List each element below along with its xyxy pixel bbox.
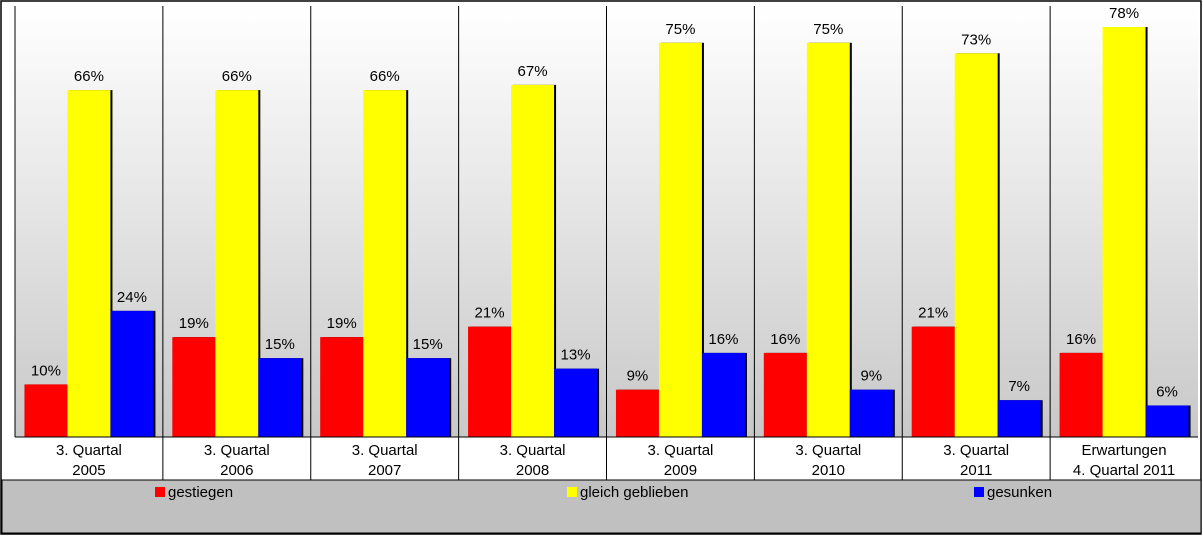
bar-gestiegen	[615, 389, 659, 437]
bar-gesunken	[849, 389, 893, 437]
category-tick-label: 3. Quartal	[648, 442, 714, 459]
bar-gestiegen	[763, 352, 807, 437]
legend-swatch	[567, 487, 577, 497]
data-label: 75%	[813, 21, 843, 38]
bar-gleich-geblieben	[954, 53, 998, 438]
data-label: 24%	[117, 289, 147, 306]
data-label: 9%	[860, 368, 882, 385]
legend-swatch	[155, 487, 165, 497]
category-tick-label: 2006	[220, 462, 253, 479]
bar-gleich-geblieben	[511, 84, 555, 437]
category-tick-label: 3. Quartal	[56, 442, 122, 459]
category-tick-label: 2005	[72, 462, 105, 479]
data-label: 15%	[265, 336, 295, 353]
bar-gestiegen	[468, 326, 512, 437]
bar-gleich-geblieben	[215, 90, 259, 437]
bar-gleich-geblieben	[363, 90, 407, 437]
legend-label: gestiegen	[168, 484, 233, 501]
category-tick-label: 2011	[960, 462, 992, 479]
data-label: 7%	[1008, 378, 1030, 395]
data-label: 66%	[222, 68, 252, 85]
data-label: 66%	[74, 68, 104, 85]
category-tick-label: 2009	[664, 462, 697, 479]
category-tick-label: 4. Quartal 2011	[1073, 462, 1175, 479]
data-label: 6%	[1156, 383, 1178, 400]
data-label: 66%	[370, 68, 400, 85]
data-label: 9%	[627, 368, 649, 385]
bar-gleich-geblieben	[67, 90, 111, 437]
bar-gleich-geblieben	[806, 42, 850, 437]
data-label: 16%	[1066, 331, 1096, 348]
data-label: 78%	[1109, 5, 1139, 22]
category-tick-label: 3. Quartal	[795, 442, 861, 459]
bar-gestiegen	[1059, 352, 1103, 437]
bar-gesunken	[258, 358, 302, 437]
bar-gesunken	[554, 368, 598, 437]
bar-gesunken	[1145, 405, 1189, 437]
data-label: 15%	[413, 336, 443, 353]
category-tick-label: Erwartungen	[1082, 442, 1167, 459]
data-label: 10%	[31, 362, 61, 379]
data-label: 73%	[961, 31, 991, 48]
data-label: 16%	[770, 331, 800, 348]
category-tick-label: 3. Quartal	[500, 442, 566, 459]
category-tick-label: 3. Quartal	[204, 442, 270, 459]
bar-gestiegen	[911, 326, 955, 437]
category-tick-label: 3. Quartal	[943, 442, 1009, 459]
bar-gesunken	[406, 358, 450, 437]
bar-gestiegen	[172, 337, 216, 437]
legend-background	[1, 479, 1202, 534]
legend-label: gleich geblieben	[580, 484, 688, 501]
category-tick-label: 2010	[812, 462, 845, 479]
legend-label: gesunken	[987, 484, 1052, 501]
legend-swatch	[974, 487, 984, 497]
bar-gestiegen	[24, 384, 68, 437]
data-label: 16%	[708, 331, 738, 348]
data-label: 67%	[518, 63, 548, 80]
bar-gesunken	[701, 352, 745, 437]
bar-gleich-geblieben	[1102, 27, 1146, 438]
data-label: 13%	[561, 347, 591, 364]
bar-gesunken	[997, 400, 1041, 437]
data-label: 21%	[918, 305, 948, 322]
data-label: 19%	[179, 315, 209, 332]
bar-gleich-geblieben	[658, 42, 702, 437]
bar-gestiegen	[320, 337, 364, 437]
bar-gesunken	[110, 310, 154, 437]
data-label: 19%	[327, 315, 357, 332]
category-tick-label: 3. Quartal	[352, 442, 418, 459]
data-label: 75%	[665, 21, 695, 38]
data-label: 21%	[475, 305, 505, 322]
category-tick-label: 2007	[368, 462, 401, 479]
category-tick-label: 2008	[516, 462, 549, 479]
